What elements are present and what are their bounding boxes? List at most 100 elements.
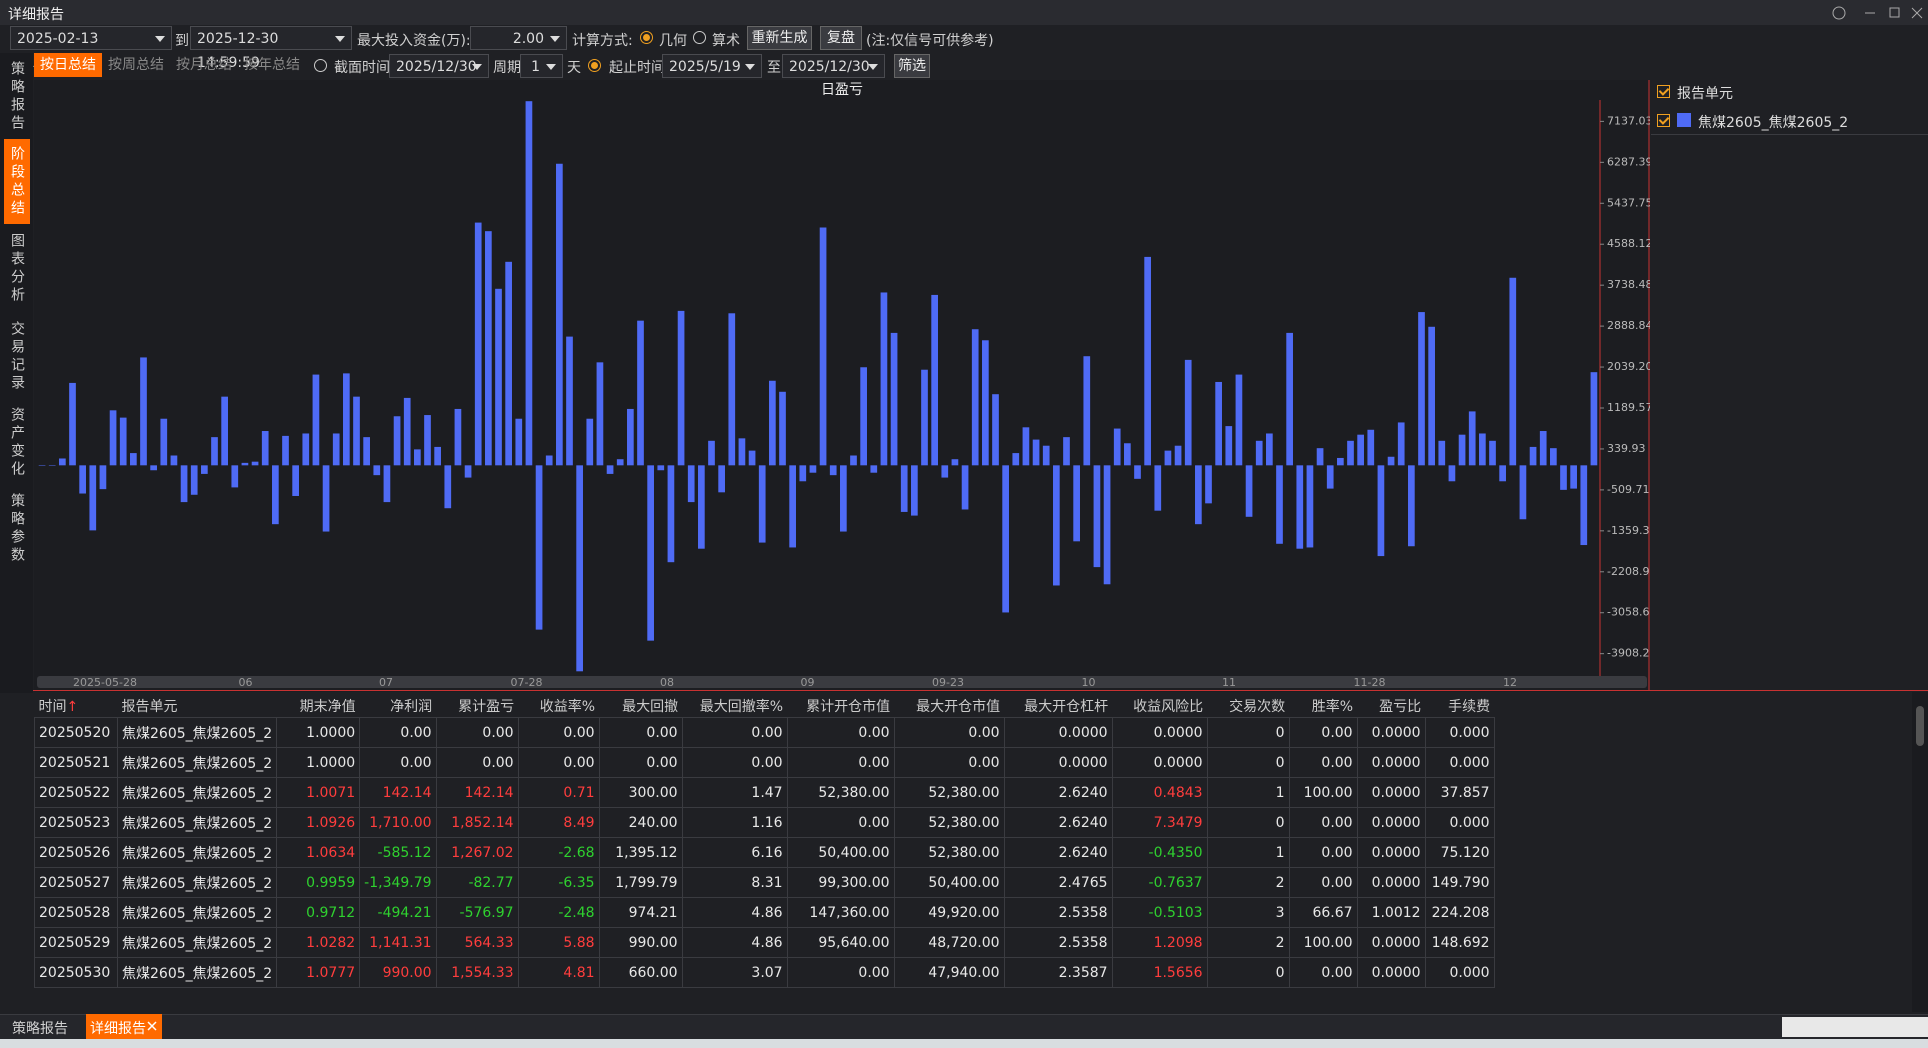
y-tick-label: -509.71 <box>1607 483 1649 496</box>
bar <box>911 465 918 516</box>
bottom-tab[interactable]: 详细报告 <box>90 1021 146 1037</box>
table-cell: -2.68 <box>517 837 600 868</box>
table-row[interactable]: 20250529 焦煤2605_焦煤2605_2 1.0282 1,141.31 564… <box>34 927 1495 958</box>
side-tab[interactable]: 图表分析 <box>9 232 25 305</box>
bar <box>596 362 604 466</box>
chart-title: 日盈亏 <box>821 82 863 98</box>
bar <box>170 455 178 466</box>
table-cell: 1,267.02 <box>435 837 519 868</box>
table-cell: 1,799.79 <box>598 867 683 898</box>
filter-button[interactable]: 筛选 <box>894 54 930 78</box>
period-input[interactable]: 1 <box>520 54 563 78</box>
legend-label: 焦煤2605_焦煤2605_2 <box>1698 115 1849 131</box>
filter-tab[interactable]: 按年总结 <box>244 57 300 73</box>
checkbox[interactable] <box>1657 85 1670 98</box>
range-start[interactable]: 2025/5/19 <box>662 54 762 78</box>
table-cell: 0.0000 <box>1356 867 1426 898</box>
table-row[interactable]: 20250523 焦煤2605_焦煤2605_2 1.0926 1,710.00 1,8… <box>34 807 1495 838</box>
table-cell: 20250528 <box>34 897 118 928</box>
side-tab[interactable]: 策略参数 <box>9 493 25 565</box>
column-header: 胜率% <box>1289 695 1357 718</box>
bar <box>738 438 746 466</box>
bar <box>1113 428 1121 466</box>
filter-tab[interactable]: 按日总结 <box>34 53 102 77</box>
side-tab[interactable]: 交易记录 <box>9 320 25 393</box>
bar <box>1580 465 1588 546</box>
close-icon[interactable] <box>147 1021 157 1031</box>
scrollbar[interactable] <box>1912 692 1928 1012</box>
bar <box>474 222 482 466</box>
y-tick-label: -3908.26 <box>1607 647 1650 660</box>
radio[interactable] <box>693 31 706 44</box>
table-cell: 20250527 <box>34 867 118 898</box>
bar <box>698 465 705 549</box>
table-cell: 0.0000 <box>1356 777 1426 808</box>
method-option[interactable]: 几何 <box>659 33 687 49</box>
filter-tab[interactable]: 按月总结 <box>176 57 232 73</box>
radio[interactable] <box>588 59 601 72</box>
y-tick-label: 6287.39 <box>1607 155 1650 168</box>
table-cell: 2.4765 <box>1003 867 1113 898</box>
bar <box>119 417 127 466</box>
filter-tab[interactable]: 按周总结 <box>108 57 164 73</box>
table-row[interactable]: 20250521 焦煤2605_焦煤2605_2 1.0000 0.00 0.00 0.0… <box>34 747 1495 778</box>
range-end[interactable]: 2025/12/30 <box>782 54 885 78</box>
table-cell: -0.7637 <box>1111 867 1208 898</box>
y-tick-label: 4588.12 <box>1607 237 1650 250</box>
navigator[interactable] <box>37 676 1647 688</box>
bar <box>343 373 350 466</box>
bar <box>302 433 310 466</box>
bar <box>677 310 685 466</box>
bar <box>383 465 391 503</box>
bar <box>769 380 776 466</box>
replay-button[interactable]: 复盘 <box>820 26 862 50</box>
table-cell: 0.00 <box>1288 957 1358 988</box>
bar <box>1286 332 1293 466</box>
side-tab[interactable]: 阶段总结 <box>4 139 30 224</box>
bar <box>535 465 543 630</box>
table-cell: 1,852.14 <box>435 807 519 838</box>
table-row[interactable]: 20250530 焦煤2605_焦煤2605_2 1.0777 990.00 1,554… <box>34 957 1495 988</box>
side-tab[interactable]: 资产变化 <box>9 407 25 479</box>
regenerate-button[interactable]: 重新生成 <box>747 26 812 50</box>
table-cell: 20250529 <box>34 927 118 958</box>
table-cell: 1.2098 <box>1111 927 1208 958</box>
column-header: 收益风险比 <box>1112 695 1207 718</box>
table-cell: 20250526 <box>34 837 118 868</box>
start-date[interactable]: 2025-02-13 21:35:00 <box>10 26 172 71</box>
bar <box>1032 439 1040 466</box>
section-date[interactable]: 2025/12/30 <box>389 54 489 78</box>
table-row[interactable]: 20250527 焦煤2605_焦煤2605_2 0.9959 -1,349.79 -8… <box>34 867 1495 898</box>
section-label: 截面时间 <box>334 60 390 76</box>
bottom-tab[interactable]: 策略报告 <box>12 1021 68 1037</box>
table-row[interactable]: 20250528 焦煤2605_焦煤2605_2 0.9712 -494.21 -576… <box>34 897 1495 928</box>
capital-input[interactable]: 2.00 <box>470 26 567 50</box>
table-cell: 990.00 <box>598 927 683 958</box>
radio[interactable] <box>314 59 327 72</box>
bar <box>231 465 239 488</box>
checkbox[interactable] <box>1657 114 1670 127</box>
radio[interactable] <box>640 31 653 44</box>
table-cell: 1 <box>1206 837 1290 868</box>
table-cell: 0.00 <box>893 747 1005 778</box>
window-controls[interactable] <box>1830 4 1925 22</box>
method-option[interactable]: 算术 <box>712 33 740 49</box>
table-row[interactable]: 20250526 焦煤2605_焦煤2605_2 1.0634 -585.12 1,26… <box>34 837 1495 868</box>
table-cell: 焦煤2605_焦煤2605_2 <box>116 867 278 898</box>
bar <box>454 408 462 466</box>
table-cell: 2.3587 <box>1003 957 1113 988</box>
side-tab[interactable]: 策略报告 <box>9 60 25 133</box>
table-row[interactable]: 20250522 焦煤2605_焦煤2605_2 1.0071 142.14 142.1… <box>34 777 1495 808</box>
table-cell: 20250523 <box>34 807 118 838</box>
table-cell: 焦煤2605_焦煤2605_2 <box>116 777 278 808</box>
end-date[interactable]: 2025-12-30 14:59:59 <box>190 26 352 71</box>
table-cell: 焦煤2605_焦煤2605_2 <box>116 957 278 988</box>
table-cell: 0.0000 <box>1356 717 1426 748</box>
table-row[interactable]: 20250520 焦煤2605_焦煤2605_2 1.0000 0.00 0.00 0.0… <box>34 717 1495 748</box>
bar <box>1093 465 1101 568</box>
table-cell: 焦煤2605_焦煤2605_2 <box>116 837 278 868</box>
bar <box>687 465 695 503</box>
bottom-tab-active[interactable] <box>86 1014 162 1039</box>
method-label: 计算方式: <box>572 33 633 49</box>
y-tick-label: -2208.98 <box>1607 565 1650 578</box>
